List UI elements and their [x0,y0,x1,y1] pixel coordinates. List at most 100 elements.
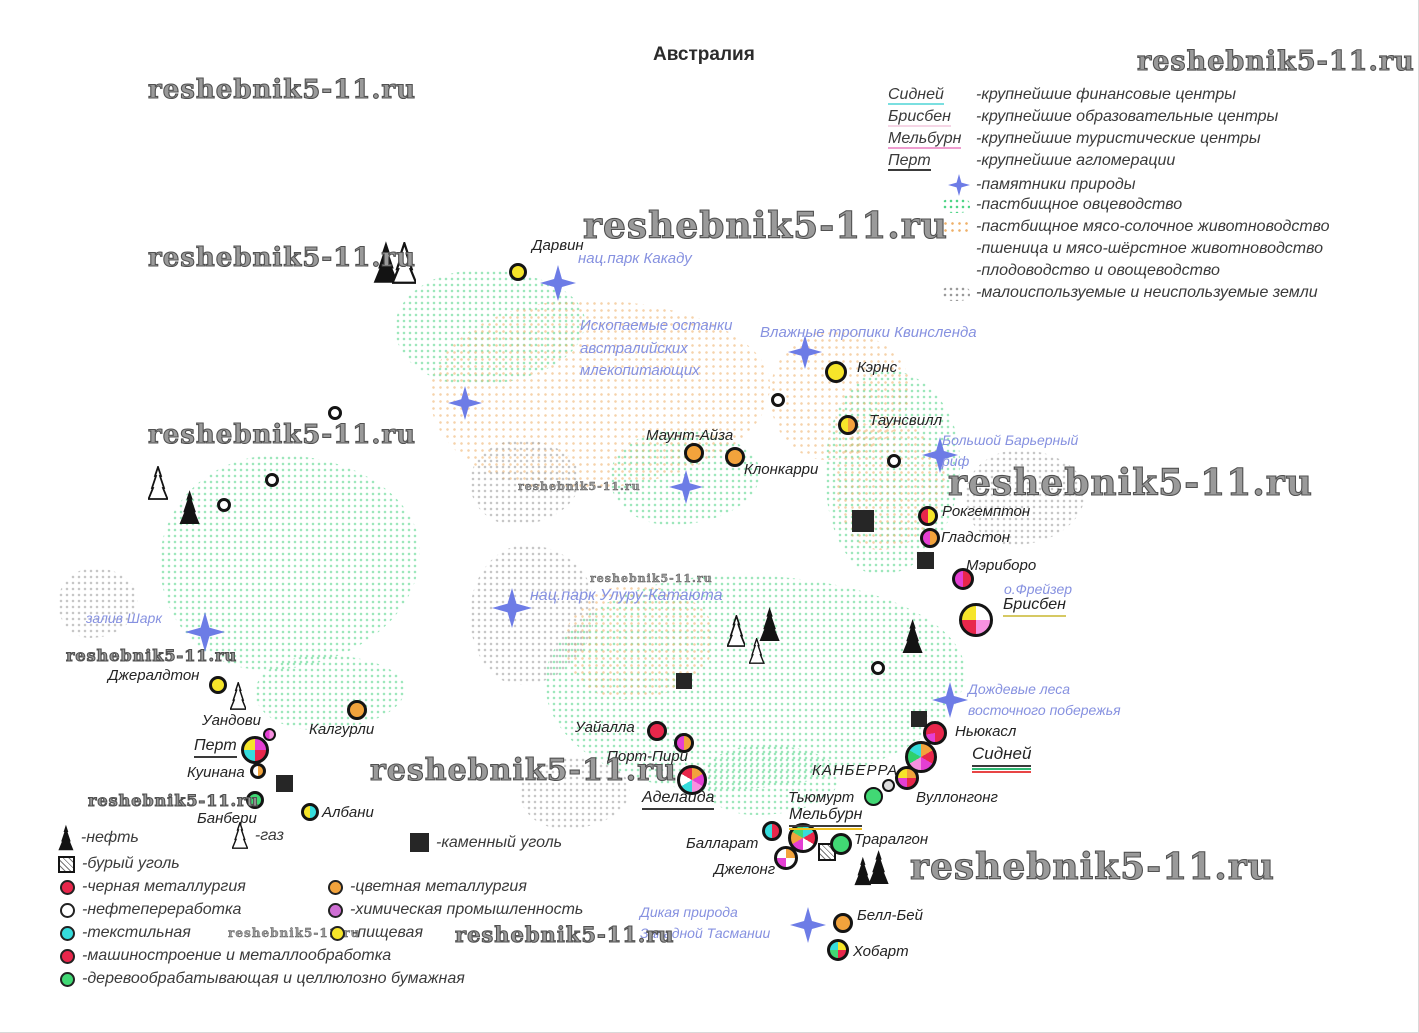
legend-industry-item-10: -пищевая [330,924,423,942]
oil-deposit-symbol [373,240,399,284]
city-label-mount-aiza: Маунт-Айза [646,427,734,444]
city-label-albani: Албани [322,804,374,821]
city-label-melburn: Мельбурн [789,806,863,830]
city-label-banberi: Банбери [197,810,257,827]
oil-refining-symbol [327,405,342,420]
city-label-vullongong: Вуллонгонг [916,789,998,806]
city-label-uayalla: Уайалла [575,719,635,736]
oil-refining-symbol [770,392,785,407]
gas-deposit-symbol [229,680,247,710]
city-marker-kalgurli [347,700,367,720]
oil-refining-circle-icon [216,497,231,512]
reshebnik-watermark: reshebnik5-11.ru [1136,45,1415,77]
city-label-gladston: Гладстон [941,529,1011,546]
legend-city-row-3: Мельбурн -крупнейшие туристические центры [888,130,1261,149]
legend-circle-icon [328,902,343,918]
city-marker-dzheraldton [209,676,227,694]
legend-industry-item-6: -цветная металлургия [328,878,527,896]
city-label-kanberra: КАНБЕРРА [812,762,899,779]
city-marker-meriboro [952,568,974,590]
city-marker-vullongong [895,766,919,790]
city-label-klonkarri: Клонкарри [744,461,819,478]
city-label-kuinana: Куинана [187,764,245,781]
coal-deposit-symbol [852,510,874,532]
city-marker-kerns [825,361,847,383]
industry-circle-symbol [882,779,895,792]
city-marker-dzhelong [774,846,798,870]
legend-circle-icon [60,948,75,964]
coal-deposit-symbol [275,774,293,792]
city-marker-uayalla [647,721,667,741]
legend-city-row-1: Сидней -крупнейшие финансовые центры [888,86,1236,105]
nature-site-label: Влажные тропики Квинсленда [760,324,977,341]
nature-site-label: Дикая природа Западной Тасмании [640,904,771,941]
nature-site-label: о.Фрейзер [1004,581,1073,597]
industry-circle-symbol [864,787,883,806]
oil-deposit-symbol [759,606,781,642]
legend-city-row-4: Перт -крупнейшие агломерации [888,152,1176,171]
dots-orange-swatch [942,219,970,235]
reshebnik-watermark: reshebnik5-11.ru [590,572,713,585]
legend-circle-icon [60,971,75,987]
legend-circle-icon [60,879,75,895]
legend-industry-item-5: -черная металлургия [60,878,246,896]
city-marker-gladston [920,528,940,548]
city-marker-bell-bey [833,913,853,933]
city-marker-nyukasl [923,721,947,745]
city-label-dzheraldton: Джералдтон [108,667,200,684]
city-label-taunsvill: Таунсвилл [869,412,943,429]
city-marker-khobart [827,939,849,961]
city-label-sidney: Сидней [972,744,1032,773]
nature-site-label: нац.парк Какаду [578,250,692,267]
oil-refining-symbol [886,453,901,468]
coal-square-icon [410,833,429,852]
city-marker-kuinana [250,763,266,779]
industry-pie-symbol [263,728,276,741]
city-label-pert: Перт [194,737,237,758]
city-label-bell-bey: Белл-Бей [857,907,923,924]
legend-circle-icon [328,879,343,895]
nature-monument-star-icon [790,907,826,943]
coal-deposit-symbol [916,551,934,569]
city-label-kalgurli: Калгурли [309,721,375,738]
oil-refining-circle-icon [264,472,279,487]
gas-deposit-symbol [147,464,169,500]
city-label-nyukasl: Ньюкасл [955,723,1017,740]
oil-refining-circle-icon [327,405,342,420]
nature-site-label: Дождевые леса восточного побережья [968,681,1121,718]
city-marker-traralgon [830,833,852,855]
legend-agriculture-row-4: -пшеница и мясо-шёрстное животноводство [976,240,1324,257]
city-label-rokgempton: Рокгемптон [942,503,1031,520]
dots-green-swatch [942,197,970,213]
city-label-darvin: Дарвин [532,237,584,254]
oil-refining-symbol [264,472,279,487]
city-label-tyumurt: Тьюмурт [788,789,855,806]
legend-agriculture-row-5: -плодоводство и овощеводство [976,262,1220,279]
reshebnik-watermark: reshebnik5-11.ru [147,74,417,105]
dots-gray-swatch [942,285,970,301]
city-label-adelaida: Аделаида [642,789,715,810]
coal-square-icon [676,673,692,689]
reshebnik-watermark: reshebnik5-11.ru [147,242,417,273]
oil-refining-circle-icon [886,453,901,468]
city-marker-ballarat [762,821,782,841]
reshebnik-watermark: reshebnik5-11.ru [87,790,260,810]
city-label-khobart: Хобарт [853,943,909,960]
green-farming-area [255,655,405,730]
nature-site-label: нац.парк Улуру-Катаюта [530,587,723,604]
city-label-traralgon: Траралгон [854,831,929,848]
city-label-port-piri: Порт-Пири [607,748,688,765]
oil-deposit-symbol [854,856,872,886]
star-icon [948,174,970,196]
city-marker-rokgempton [918,506,938,526]
oil-refining-symbol [216,497,231,512]
legend-agriculture-row-1: -памятники природы [888,174,1136,196]
oil-deposit-symbol [902,618,924,654]
nature-site-label: Большой Барьерный риф [942,432,1079,469]
city-label-uandovi: Уандови [202,712,261,729]
gas-deposit-symbol [748,636,766,664]
reshebnik-watermark: reshebnik5-11.ru [582,204,948,247]
legend-agriculture-row-3: -пастбищное мясо-солочное животноводство [888,218,1330,236]
coal-square-icon [911,711,927,727]
